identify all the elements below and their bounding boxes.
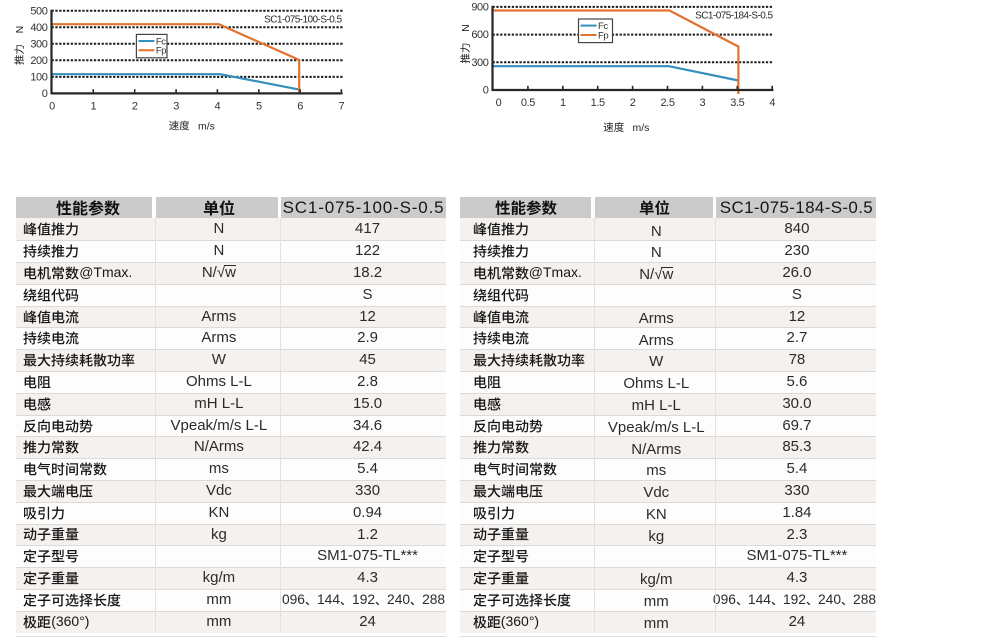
svg-text:3: 3 xyxy=(173,101,179,113)
svg-text:7: 7 xyxy=(339,101,345,113)
svg-text:1: 1 xyxy=(90,101,96,113)
svg-text:0: 0 xyxy=(49,101,55,113)
svg-text:Fp: Fp xyxy=(156,46,166,57)
svg-text:0.5: 0.5 xyxy=(521,97,535,109)
svg-text:0: 0 xyxy=(496,97,502,109)
svg-text:3: 3 xyxy=(700,97,706,109)
svg-text:600: 600 xyxy=(471,29,488,41)
svg-text:100: 100 xyxy=(30,72,47,84)
svg-text:300: 300 xyxy=(30,38,47,50)
svg-text:0: 0 xyxy=(42,88,48,100)
svg-text:Fc: Fc xyxy=(156,36,166,47)
svg-text:0: 0 xyxy=(483,85,489,97)
svg-text:200: 200 xyxy=(30,55,47,67)
svg-text:6: 6 xyxy=(297,101,303,113)
svg-text:m/s: m/s xyxy=(198,120,215,132)
svg-text:2: 2 xyxy=(132,101,138,113)
svg-text:1: 1 xyxy=(560,97,566,109)
svg-text:300: 300 xyxy=(471,57,488,69)
svg-text:Fc: Fc xyxy=(598,21,608,32)
svg-text:500: 500 xyxy=(30,5,47,17)
svg-text:SC1-075-184-S-0.5: SC1-075-184-S-0.5 xyxy=(695,11,773,22)
svg-text:1.5: 1.5 xyxy=(591,97,605,109)
svg-text:400: 400 xyxy=(30,22,47,34)
svg-text:5: 5 xyxy=(256,101,262,113)
svg-text:N: N xyxy=(14,26,26,34)
svg-text:4: 4 xyxy=(769,97,775,109)
svg-text:SC1-075-100-S-0.5: SC1-075-100-S-0.5 xyxy=(264,15,342,26)
svg-text:3.5: 3.5 xyxy=(730,97,744,109)
svg-text:Fp: Fp xyxy=(598,30,608,41)
svg-text:N: N xyxy=(460,24,472,32)
svg-text:2.5: 2.5 xyxy=(660,97,674,109)
svg-text:900: 900 xyxy=(471,2,488,14)
svg-text:4: 4 xyxy=(215,101,221,113)
svg-text:2: 2 xyxy=(630,97,636,109)
svg-text:m/s: m/s xyxy=(633,122,650,134)
